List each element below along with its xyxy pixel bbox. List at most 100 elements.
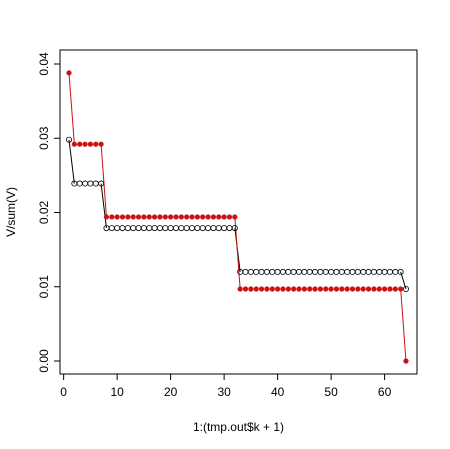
series-2-line: [68, 72, 75, 145]
series-1-point: [162, 225, 169, 232]
series-2-point: [365, 286, 372, 292]
series-1-point: [242, 268, 249, 275]
y-tick-label: 0.00: [37, 349, 51, 373]
series-2-point: [398, 286, 404, 292]
series-1-point: [82, 180, 89, 187]
series-2-point: [178, 214, 184, 220]
series-1-point: [124, 225, 131, 232]
series-2-point: [200, 214, 206, 220]
series-2-point: [103, 214, 110, 220]
series-2-point: [189, 214, 195, 220]
series-2-point: [403, 358, 409, 364]
series-1-point: [87, 180, 94, 187]
series-1-point: [76, 180, 83, 187]
series-1-point: [312, 268, 319, 275]
series-2-point: [194, 214, 200, 220]
series-1-point: [344, 268, 351, 275]
series-2-point: [205, 214, 211, 220]
series-2-point: [360, 286, 366, 292]
series-2-point: [333, 286, 340, 292]
series-1-point: [130, 225, 137, 232]
series-1-point: [258, 268, 265, 275]
series-2-point: [285, 286, 291, 292]
series-1-point: [290, 268, 297, 275]
series-1-point: [140, 225, 147, 232]
series-2-point: [312, 286, 318, 292]
plot-frame: [59, 49, 418, 375]
series-1-point: [156, 225, 163, 232]
series-1-point: [322, 268, 329, 275]
series-1-point: [151, 225, 158, 232]
series-2-point: [66, 70, 72, 76]
series-2-point: [323, 286, 329, 292]
series-2-point: [109, 214, 115, 220]
series-2-point: [232, 214, 238, 220]
series-1-point: [253, 268, 260, 275]
series-2-point: [371, 286, 377, 292]
series-1-point: [402, 285, 409, 292]
series-2-point: [71, 141, 77, 147]
series-1-point: [381, 268, 388, 275]
series-2-point: [242, 286, 249, 292]
y-tick-label: 0.03: [37, 126, 51, 150]
series-2-point: [184, 214, 190, 220]
series-1-point: [205, 225, 212, 232]
y-tick-label: 0.01: [37, 275, 51, 299]
series-2-point: [237, 286, 243, 292]
series-1-point: [376, 268, 383, 275]
series-1-point: [146, 225, 153, 232]
x-tick-label: 10: [110, 385, 124, 399]
series-2-point: [226, 214, 233, 220]
x-tick-label: 30: [217, 385, 231, 399]
series-1-line: [100, 183, 107, 229]
series-2-point: [296, 286, 302, 292]
series-2-point: [387, 286, 393, 292]
series-1-point: [279, 268, 286, 275]
data-points: [66, 70, 409, 364]
series-2-line: [100, 144, 107, 217]
series-1-point: [199, 225, 206, 232]
series-2-point: [173, 214, 179, 220]
series-2-point: [146, 214, 152, 220]
series-1-point: [92, 180, 99, 187]
series-2-point: [119, 214, 126, 220]
series-1-point: [317, 268, 324, 275]
series-2-point: [339, 286, 345, 292]
x-tick-label: 50: [324, 385, 338, 399]
series-1-point: [114, 225, 121, 232]
series-2-point: [317, 286, 324, 292]
series-2-point: [82, 141, 88, 147]
series-1-point: [354, 268, 361, 275]
series-2-point: [77, 141, 83, 147]
series-1-point: [178, 225, 185, 232]
series-2-point: [355, 286, 361, 292]
series-2-point: [87, 141, 93, 147]
series-1-point: [328, 268, 335, 275]
series-1-point: [119, 225, 126, 232]
series-2-point: [210, 214, 217, 220]
series-2-point: [376, 286, 382, 292]
y-tick-label: 0.04: [37, 52, 51, 76]
y-axis: 0.00 0.01 0.02 0.03 0.04: [37, 52, 61, 373]
series-1-point: [135, 225, 142, 232]
series-2-point: [114, 214, 120, 220]
series-2-point: [151, 214, 158, 220]
series-1-point: [269, 268, 276, 275]
series-1-point: [338, 268, 345, 275]
series-1-point: [296, 268, 303, 275]
series-1-point: [301, 268, 308, 275]
series-2-point: [125, 214, 131, 220]
x-tick-label: 60: [378, 385, 392, 399]
x-axis-label: 1:(tmp.out$k + 1): [193, 420, 284, 434]
series-2-point: [349, 286, 356, 292]
series-1-point: [189, 225, 196, 232]
series-1-point: [306, 268, 313, 275]
series-1-point: [247, 268, 254, 275]
series-1-point: [392, 268, 399, 275]
series-2-point: [301, 286, 307, 292]
series-2-point: [162, 214, 168, 220]
series-1-point: [108, 225, 115, 232]
x-tick-label: 40: [271, 385, 285, 399]
series-1-point: [172, 225, 179, 232]
series-1-point: [333, 268, 340, 275]
